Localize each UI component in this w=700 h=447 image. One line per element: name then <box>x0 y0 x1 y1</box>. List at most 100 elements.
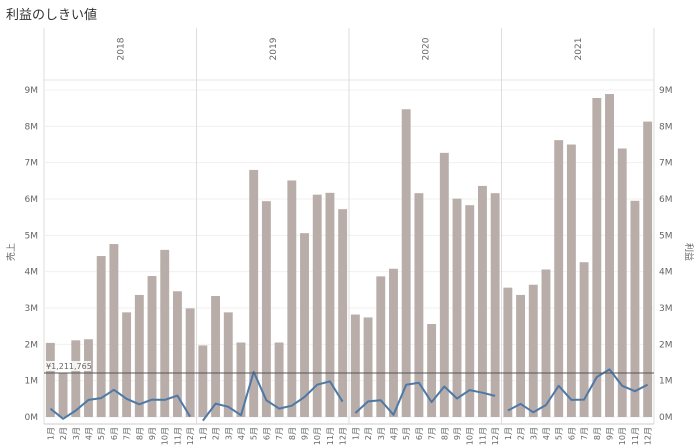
year-panel-label: 2019 <box>269 37 279 60</box>
month-tick-label: 8月 <box>288 427 297 440</box>
month-tick-label: 10月 <box>618 427 627 445</box>
left-y-tick-label: 2M <box>25 340 39 350</box>
sales-bar <box>363 317 373 417</box>
month-tick-label: 8月 <box>593 427 602 440</box>
month-tick-label: 10月 <box>466 427 475 445</box>
sales-bar <box>223 312 233 417</box>
month-tick-label: 10月 <box>161 427 170 445</box>
profit-line <box>49 388 191 420</box>
sales-bar <box>643 121 653 418</box>
month-tick-label: 10月 <box>313 427 322 445</box>
month-tick-label: 1月 <box>504 427 513 440</box>
month-tick-label: 3月 <box>529 427 538 440</box>
month-tick-label: 6月 <box>567 427 576 440</box>
sales-bar <box>45 342 55 417</box>
profit-line <box>507 368 649 414</box>
left-y-tick-label: 8M <box>25 122 39 132</box>
month-tick-label: 9月 <box>453 427 462 440</box>
profit-line <box>354 381 496 416</box>
sales-bar <box>528 284 538 417</box>
year-panel-label: 2018 <box>116 37 126 60</box>
sales-bar <box>516 294 526 417</box>
sales-bar <box>452 198 462 417</box>
left-y-tick-label: 4M <box>25 268 39 278</box>
month-tick-label: 2月 <box>517 427 526 440</box>
left-y-axis-title: 売上 <box>5 243 17 261</box>
sales-bar <box>465 205 475 417</box>
sales-bar <box>401 109 411 418</box>
month-tick-label: 4月 <box>84 427 93 440</box>
threshold-label-bg <box>45 360 91 371</box>
right-y-tick-label: 5M <box>659 231 673 241</box>
month-tick-label: 8月 <box>135 427 144 440</box>
sales-bar <box>58 373 68 417</box>
right-y-tick-label: 1M <box>659 377 673 387</box>
right-y-tick-label: 8M <box>659 122 673 132</box>
right-y-tick-label: 6M <box>659 195 673 205</box>
sales-bar <box>617 148 627 417</box>
sales-bar <box>566 144 576 417</box>
sales-bar <box>325 192 335 417</box>
month-tick-label: 1月 <box>46 427 55 440</box>
right-y-tick-label: 9M <box>659 86 673 96</box>
month-tick-label: 6月 <box>262 427 271 440</box>
sales-bar <box>427 323 437 417</box>
month-tick-label: 12月 <box>186 427 195 445</box>
profit-line <box>202 370 344 422</box>
left-y-tick-label: 9M <box>25 86 39 96</box>
right-y-tick-label: 0M <box>659 413 673 423</box>
sales-bar <box>185 308 195 417</box>
sales-bar <box>160 249 170 417</box>
sales-bar <box>274 342 284 417</box>
month-tick-label: 3月 <box>224 427 233 440</box>
month-tick-label: 2月 <box>59 427 68 440</box>
month-tick-label: 5月 <box>555 427 564 440</box>
sales-bar <box>84 339 93 417</box>
sales-bar <box>592 97 602 417</box>
left-y-tick-label: 7M <box>25 159 39 169</box>
sales-bar <box>96 256 106 417</box>
month-tick-label: 5月 <box>97 427 106 440</box>
left-y-tick-label: 5M <box>25 231 39 241</box>
sales-bar <box>554 140 564 417</box>
month-tick-label: 4月 <box>237 427 246 440</box>
sales-bar <box>249 169 259 417</box>
right-y-tick-label: 2M <box>659 340 673 350</box>
right-y-tick-label: 3M <box>659 304 673 314</box>
left-y-tick-label: 0M <box>25 413 39 423</box>
month-tick-label: 12月 <box>644 427 653 445</box>
sales-bar <box>605 93 614 417</box>
sales-bar <box>376 276 386 417</box>
sales-bar <box>109 244 119 417</box>
sales-bar <box>236 342 246 417</box>
month-tick-label: 2月 <box>364 427 373 440</box>
month-tick-label: 11月 <box>631 427 640 445</box>
sales-bar <box>579 262 589 417</box>
month-tick-label: 11月 <box>326 427 335 445</box>
month-tick-label: 12月 <box>339 427 348 445</box>
month-tick-label: 12月 <box>491 427 500 445</box>
month-tick-label: 5月 <box>402 427 411 440</box>
sales-bar <box>198 345 208 417</box>
month-tick-label: 6月 <box>110 427 119 440</box>
month-tick-label: 8月 <box>440 427 449 440</box>
sales-bar <box>338 209 348 417</box>
month-tick-label: 11月 <box>478 427 487 445</box>
month-tick-label: 6月 <box>415 427 424 440</box>
month-tick-label: 11月 <box>173 427 182 445</box>
month-tick-label: 7月 <box>580 427 589 440</box>
sales-bar <box>134 294 144 417</box>
sales-bar <box>312 194 322 417</box>
chart-title: 利益のしきい値 <box>6 8 98 23</box>
sales-bar <box>389 268 398 417</box>
sales-bar <box>122 312 132 417</box>
sales-bar <box>261 201 271 417</box>
month-tick-label: 4月 <box>389 427 398 440</box>
sales-bar <box>211 296 221 417</box>
threshold-label: ¥1,211,765 <box>46 362 92 371</box>
sales-bar <box>503 287 513 417</box>
sales-bar <box>414 193 424 417</box>
month-tick-label: 4月 <box>542 427 551 440</box>
sales-bar <box>439 152 449 417</box>
